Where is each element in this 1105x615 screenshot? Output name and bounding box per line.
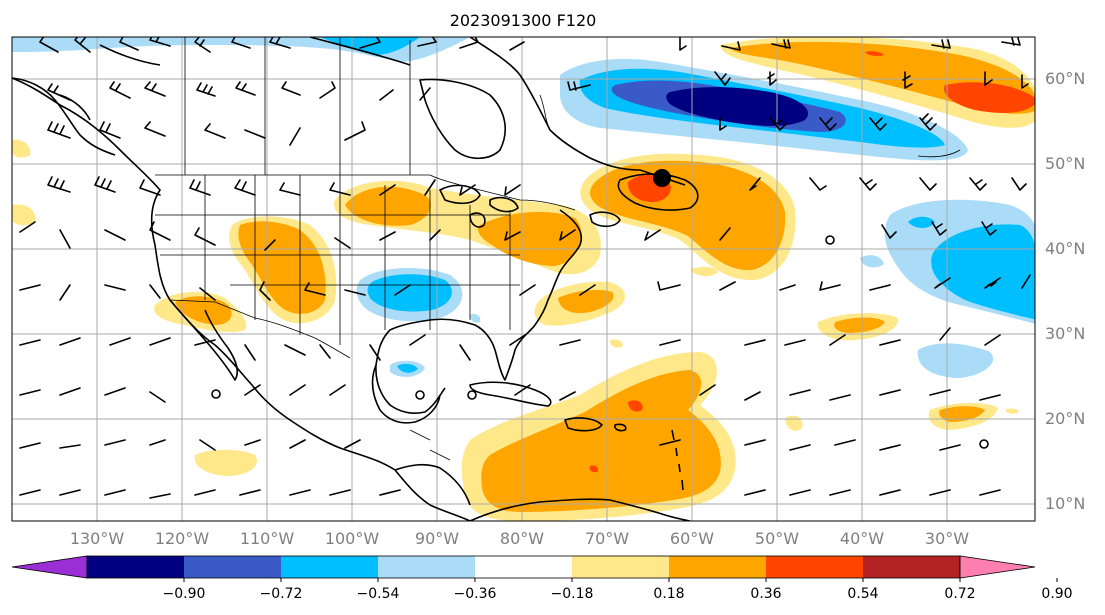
lon-label: 110°W [240, 529, 295, 548]
lat-label: 60°N [1045, 69, 1085, 88]
colorbar-extension-low [11, 555, 88, 579]
colorbar-tick-label: 0.72 [944, 586, 975, 602]
colorbar-tick-label: 0.90 [1041, 586, 1072, 602]
latitude-labels: 60°N 50°N 40°N 30°N 20°N 10°N [1045, 69, 1085, 513]
lat-label: 10°N [1045, 494, 1085, 513]
lon-label: 120°W [155, 529, 210, 548]
lat-label: 50°N [1045, 154, 1085, 173]
colorbar-tick-label: −0.36 [454, 586, 497, 602]
lon-label: 60°W [670, 529, 714, 548]
lon-label: 130°W [70, 529, 125, 548]
lat-label: 20°N [1045, 409, 1085, 428]
longitude-labels: 130°W 120°W 110°W 100°W 90°W 80°W 70°W 6… [70, 529, 969, 548]
colorbar-tick-label: 0.18 [653, 586, 684, 602]
map-frame [11, 36, 1036, 522]
lon-label: 30°W [925, 529, 969, 548]
storm-center-marker [653, 169, 671, 187]
lon-label: 100°W [325, 529, 380, 548]
lat-label: 40°N [1045, 239, 1085, 258]
colorbar-tick-label: −0.90 [163, 586, 206, 602]
lon-label: 70°W [585, 529, 629, 548]
colorbar: −0.90 −0.72 −0.54 −0.36 −0.18 0.18 0.36 0.54 0.7… [11, 555, 1073, 602]
colorbar-segment [766, 556, 863, 578]
colorbar-segment [669, 556, 766, 578]
colorbar-segment [184, 556, 281, 578]
colorbar-tick-label: 0.36 [750, 586, 781, 602]
colorbar-segment [87, 556, 184, 578]
wind-barbs [19, 37, 1031, 499]
coastlines [12, 37, 989, 521]
colorbar-outline [86, 555, 961, 579]
map-panel [12, 37, 1035, 521]
colorbar-segment [281, 556, 378, 578]
colorbar-extension-high [959, 555, 1036, 579]
colorbar-tick-label: 0.54 [847, 586, 878, 602]
lon-label: 80°W [500, 529, 544, 548]
anomaly-contours [539, 94, 961, 158]
colorbar-segment [475, 556, 572, 578]
map-title: 2023091300 F120 [450, 11, 597, 30]
colorbar-tick-label: −0.72 [260, 586, 303, 602]
colorbar-segment [863, 556, 960, 578]
lat-label: 30°N [1045, 324, 1085, 343]
colorbar-tick-label: −0.54 [357, 586, 400, 602]
colorbar-tick-label: −0.18 [551, 586, 594, 602]
political-borders [155, 37, 576, 461]
colorbar-segment [378, 556, 475, 578]
graticule [12, 37, 1035, 521]
lon-label: 40°W [840, 529, 884, 548]
colorbar-segment [572, 556, 669, 578]
lon-label: 50°W [755, 529, 799, 548]
lon-label: 90°W [415, 529, 459, 548]
negative-anomaly-shading [12, 37, 1035, 378]
